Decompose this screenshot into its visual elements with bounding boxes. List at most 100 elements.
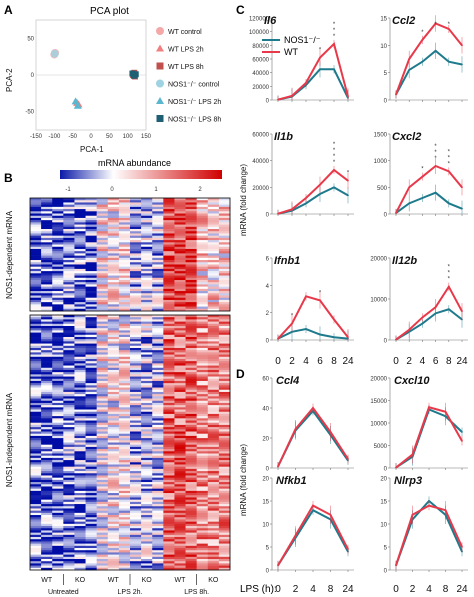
heatmap-cell [196, 515, 209, 518]
heatmap-cell [174, 539, 186, 542]
heatmap-cell [85, 534, 97, 538]
heatmap-cell [96, 372, 109, 375]
heatmap-cell [185, 266, 197, 270]
y-tick-label: 4 [266, 284, 270, 290]
heatmap-cell [52, 451, 64, 454]
heatmap-cell [118, 378, 131, 382]
heatmap-cell [185, 413, 197, 417]
heatmap-cell [85, 209, 97, 212]
heatmap-cell [130, 367, 142, 371]
heatmap-cell [41, 321, 53, 325]
heatmap-cell [118, 257, 131, 261]
heatmap-cell [174, 365, 186, 369]
heatmap-cell [174, 266, 186, 270]
heatmap-cell [30, 567, 42, 571]
heatmap-cell [152, 482, 164, 485]
heatmap-cell [118, 260, 131, 263]
heatmap-cell [41, 394, 53, 397]
heatmap-cell [52, 328, 64, 331]
heatmap-cell [74, 302, 86, 305]
heatmap-cell [152, 240, 164, 243]
heatmap-cell [130, 209, 142, 212]
heatmap-cell [185, 405, 197, 408]
heatmap-cell [74, 495, 86, 498]
heatmap-cell [152, 279, 164, 283]
heatmap-cell [163, 325, 175, 329]
heatmap-cell [207, 440, 220, 443]
heatmap-cell [107, 389, 120, 393]
heatmap-cell [107, 475, 120, 478]
heatmap-cell [152, 246, 164, 250]
heatmap-cell [118, 508, 131, 511]
heatmap-cell [152, 277, 164, 281]
heatmap-cell [196, 319, 209, 322]
heatmap-cell [174, 229, 186, 232]
heatmap-cell [130, 204, 142, 208]
heatmap-cell [196, 541, 209, 544]
heatmap-cell [85, 482, 97, 485]
heatmap-cell [207, 372, 220, 375]
heatmap-cell [96, 306, 109, 310]
heatmap-cell [107, 442, 120, 445]
heatmap-cell [218, 411, 231, 415]
heatmap-cell [152, 543, 164, 547]
heatmap-cell [118, 352, 131, 355]
heatmap-cell [196, 548, 209, 551]
heatmap-cell [63, 317, 75, 320]
heatmap-cell [107, 237, 120, 241]
heatmap-cell [85, 484, 97, 487]
heatmap-cell [85, 354, 97, 358]
heatmap-cell [41, 215, 53, 219]
heatmap-cell [130, 455, 142, 459]
heatmap-cell [63, 512, 75, 516]
heatmap-cell [30, 460, 42, 463]
heatmap-cell [207, 345, 220, 349]
heatmap-cell [218, 420, 231, 424]
heatmap-cell [163, 264, 175, 267]
heatmap-cell [107, 304, 120, 307]
heatmap-cell [174, 519, 186, 522]
heatmap-cell [130, 222, 142, 225]
heatmap-cell [141, 336, 153, 340]
heatmap-cell [163, 374, 175, 377]
heatmap-cell [196, 550, 209, 553]
heatmap-cell [152, 534, 164, 538]
heatmap-cell [52, 508, 64, 511]
heatmap-cell [96, 488, 109, 492]
data-point [408, 69, 411, 71]
heatmap-cell [174, 343, 186, 347]
heatmap-cell [185, 420, 197, 424]
heatmap-cell [196, 396, 209, 399]
heatmap-cell [85, 286, 97, 290]
heatmap-cell [174, 209, 186, 212]
heatmap-cell [163, 559, 175, 562]
heatmap-cell [196, 539, 209, 542]
heatmap-cell [141, 330, 153, 333]
data-point [277, 564, 279, 567]
heatmap-cell [196, 277, 209, 281]
heatmap-cell [207, 482, 220, 485]
heatmap-cell [207, 497, 220, 500]
heatmap-cell [74, 356, 86, 360]
heatmap-cell [174, 504, 186, 507]
heatmap-cell [85, 512, 97, 516]
heatmap-cell [174, 420, 186, 424]
data-point [448, 28, 450, 30]
heatmap-cell [85, 372, 97, 375]
heatmap-cell [141, 297, 153, 301]
heatmap-cell [196, 488, 209, 492]
panel-d-x-tick: 8 [443, 584, 449, 595]
heatmap-cell [218, 396, 231, 399]
heatmap-cell [118, 561, 131, 564]
heatmap-cell [30, 464, 42, 467]
heatmap-cell [130, 211, 142, 214]
heatmap-cell [130, 284, 142, 287]
data-point [305, 82, 307, 84]
heatmap-cell [107, 317, 120, 320]
heatmap-cell [185, 262, 197, 265]
heatmap-cell [30, 541, 42, 544]
heatmap-cell [218, 264, 231, 267]
heatmap-cell [196, 323, 209, 327]
data-point [305, 197, 307, 199]
heatmap-cell [163, 358, 175, 362]
